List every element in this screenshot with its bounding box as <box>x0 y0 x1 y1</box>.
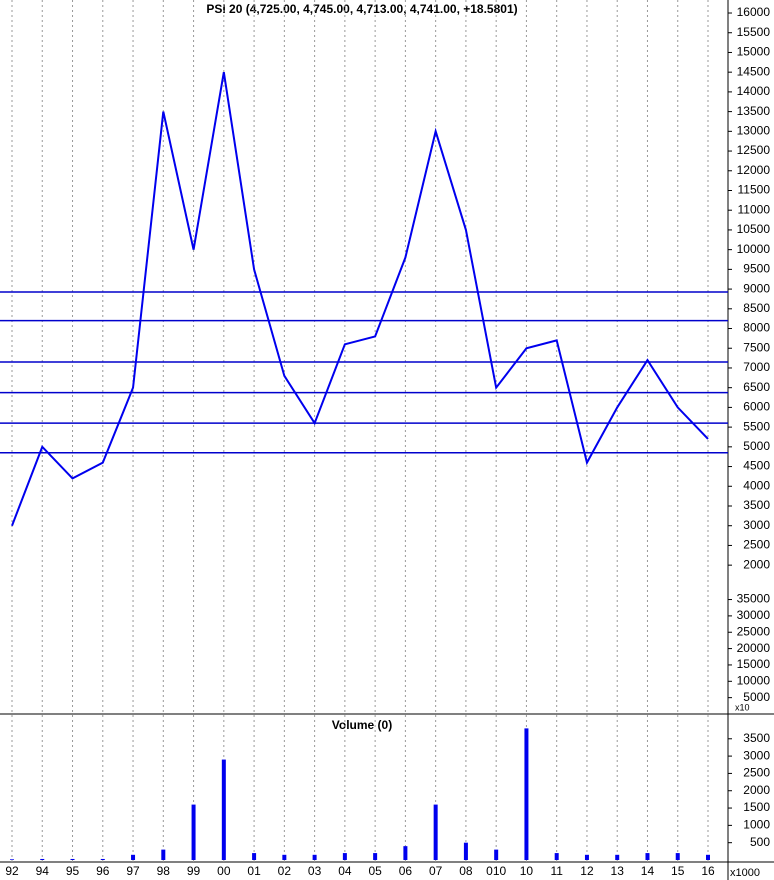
volume-bar <box>706 854 710 860</box>
x-tick-label: 94 <box>36 864 50 878</box>
price-line <box>11 72 709 527</box>
indicator-tick-label: 10000 <box>737 673 771 687</box>
y-tick-label: 14000 <box>737 84 771 98</box>
y-tick-label: 7500 <box>743 340 770 354</box>
volume-bar <box>221 759 226 860</box>
x-tick-label: 11 <box>550 864 563 878</box>
indicator-unit: x10 <box>735 702 750 712</box>
y-tick-label: 5000 <box>743 439 770 453</box>
indicator-tick-label: 20000 <box>737 641 771 655</box>
volume-bar <box>554 853 559 860</box>
volume-bar <box>10 859 14 860</box>
volume-bar <box>615 854 620 860</box>
y-tick-label: 14500 <box>737 64 771 78</box>
y-tick-label: 5500 <box>743 419 770 433</box>
y-tick-label: 15000 <box>737 45 771 59</box>
volume-bar <box>645 853 650 860</box>
x-tick-label: 06 <box>399 864 413 878</box>
y-tick-label: 9500 <box>743 262 770 276</box>
x-tick-label: 15 <box>671 864 685 878</box>
x-tick-label: 00 <box>217 864 231 878</box>
x-tick-label: 13 <box>611 864 625 878</box>
y-tick-label: 6000 <box>743 400 770 414</box>
x-tick-label: 16 <box>701 864 715 878</box>
y-tick-label: 11000 <box>738 202 771 216</box>
y-tick-label: 4000 <box>743 478 770 492</box>
indicator-tick-label: 15000 <box>737 657 771 671</box>
chart-title: PSI 20 (4,725.00, 4,745.00, 4,713.00, 4,… <box>206 2 517 16</box>
y-tick-label: 8500 <box>743 301 770 315</box>
volume-bar <box>191 804 196 860</box>
y-tick-label: 9000 <box>743 281 770 295</box>
volume-tick-label: 1000 <box>743 818 770 832</box>
x-tick-label: 010 <box>486 864 506 878</box>
y-tick-label: 12500 <box>737 143 771 157</box>
volume-tick-label: 3000 <box>743 748 770 762</box>
volume-bar <box>70 858 75 860</box>
x-tick-label: 04 <box>338 864 352 878</box>
indicator-tick-label: 25000 <box>737 624 771 638</box>
y-tick-label: 10000 <box>737 242 771 256</box>
volume-bar <box>463 842 468 860</box>
x-tick-label: 14 <box>641 864 655 878</box>
x-tick-label: 96 <box>96 864 110 878</box>
x-tick-label: 92 <box>5 864 19 878</box>
volume-title: Volume (0) <box>332 718 392 732</box>
y-tick-label: 2000 <box>743 557 770 571</box>
volume-tick-label: 500 <box>750 835 770 849</box>
volume-bar <box>40 858 45 860</box>
volume-bar <box>433 804 438 860</box>
y-tick-label: 10500 <box>737 222 771 236</box>
volume-bar <box>252 853 257 860</box>
y-tick-label: 3000 <box>743 518 770 532</box>
volume-bar <box>282 854 287 860</box>
y-tick-label: 4500 <box>743 459 770 473</box>
volume-bar <box>403 846 408 860</box>
volume-tick-label: 1500 <box>743 800 770 814</box>
y-tick-label: 3500 <box>743 498 770 512</box>
x-tick-label: 05 <box>368 864 382 878</box>
volume-bar <box>161 849 166 860</box>
volume-bar <box>312 854 317 860</box>
y-tick-label: 2500 <box>743 538 770 552</box>
y-tick-label: 6500 <box>743 380 770 394</box>
volume-bar <box>524 728 529 860</box>
volume-unit: x1000 <box>730 867 760 879</box>
volume-bar <box>373 853 378 860</box>
y-tick-label: 8000 <box>743 321 770 335</box>
volume-bar <box>675 853 680 860</box>
x-tick-label: 12 <box>580 864 594 878</box>
indicator-tick-label: 35000 <box>737 592 771 606</box>
x-tick-label: 07 <box>429 864 443 878</box>
volume-tick-label: 3500 <box>743 731 770 745</box>
volume-bar <box>100 858 105 860</box>
volume-tick-label: 2000 <box>743 783 770 797</box>
indicator-tick-label: 5000 <box>743 690 770 704</box>
y-tick-label: 11500 <box>738 183 771 197</box>
x-tick-label: 08 <box>459 864 473 878</box>
x-tick-label: 95 <box>66 864 80 878</box>
y-tick-label: 12000 <box>737 163 771 177</box>
volume-bar <box>584 854 589 860</box>
x-tick-label: 97 <box>126 864 140 878</box>
volume-bar <box>494 849 499 860</box>
x-tick-label: 02 <box>278 864 292 878</box>
x-tick-label: 98 <box>157 864 171 878</box>
indicator-tick-label: 30000 <box>737 608 771 622</box>
volume-tick-label: 2500 <box>743 766 770 780</box>
volume-bar <box>342 853 347 860</box>
y-tick-label: 16000 <box>737 5 771 19</box>
x-tick-label: 03 <box>308 864 322 878</box>
x-tick-label: 99 <box>187 864 201 878</box>
y-tick-label: 13000 <box>737 124 771 138</box>
volume-bar <box>131 854 136 860</box>
y-tick-label: 7000 <box>743 360 770 374</box>
x-tick-label: 10 <box>520 864 534 878</box>
x-tick-label: 01 <box>247 864 261 878</box>
y-tick-label: 15500 <box>737 25 771 39</box>
y-tick-label: 13500 <box>737 104 771 118</box>
